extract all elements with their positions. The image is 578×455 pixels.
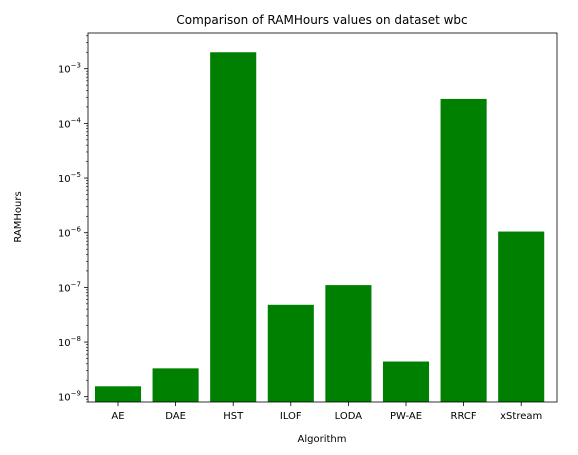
x-axis-label: Algorithm	[298, 434, 347, 445]
bar-dae	[152, 368, 199, 402]
x-tick-label: AE	[111, 411, 124, 422]
y-axis-label: RAMHours	[13, 191, 24, 242]
bar-ae	[94, 386, 142, 402]
bar-rrcf	[440, 98, 487, 403]
bar-hst	[210, 52, 257, 402]
x-tick-label: xStream	[500, 411, 542, 422]
x-tick-label: HST	[223, 411, 244, 422]
x-tick-label: DAE	[165, 411, 186, 422]
x-axis-ticks: AE DAE HST ILOF LODA PW-AE RRCF xStream	[111, 402, 542, 422]
y-tick-label: 10−7	[58, 280, 81, 294]
y-tick-label: 10−6	[58, 226, 82, 240]
bar-ilof	[267, 304, 314, 402]
y-tick-label: 10−9	[58, 390, 81, 404]
y-tick-label: 10−4	[58, 116, 82, 130]
x-tick-label: LODA	[335, 411, 363, 422]
y-tick-label: 10−3	[58, 62, 81, 76]
x-tick-label: ILOF	[280, 411, 302, 422]
chart-title: Comparison of RAMHours values on dataset…	[176, 13, 467, 27]
plot-frame	[87, 32, 558, 403]
x-tick-label: RRCF	[451, 411, 477, 422]
y-tick-label: 10−8	[58, 335, 81, 349]
bar-loda	[325, 285, 372, 402]
y-axis-ticks: 10−9 10−8 10−7 10−6 10−5 10−4 10−3	[58, 35, 88, 404]
y-tick-label: 10−5	[58, 171, 81, 185]
bar-pw-ae	[382, 361, 430, 402]
x-tick-label: PW-AE	[390, 411, 422, 422]
bars-group	[94, 52, 545, 403]
bar-xstream	[498, 231, 545, 402]
